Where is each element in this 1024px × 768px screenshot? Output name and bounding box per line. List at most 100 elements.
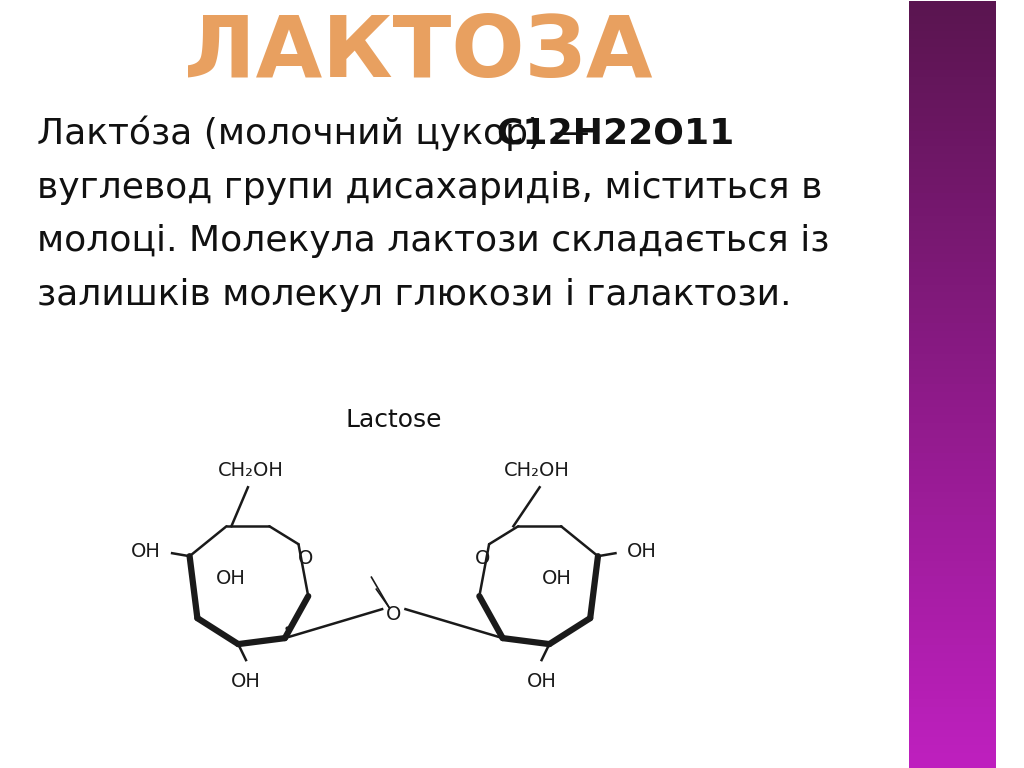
Bar [909,185,995,193]
Bar [909,545,995,553]
Bar [909,676,995,684]
Bar [909,139,995,147]
Bar [909,607,995,614]
Bar [909,55,995,62]
Bar [909,239,995,247]
Text: OH: OH [130,541,161,561]
Bar [909,730,995,737]
Bar [909,760,995,768]
Text: вуглевод групи дисахаридів, міститься в: вуглевод групи дисахаридів, міститься в [37,170,822,204]
Bar [909,353,995,361]
Bar [909,316,995,323]
Bar [909,31,995,39]
Bar [909,538,995,545]
Bar [909,300,995,308]
Bar [909,745,995,753]
Bar [909,622,995,630]
Bar [909,468,995,476]
Bar [909,691,995,699]
Bar [909,660,995,668]
Bar [909,361,995,369]
Text: O: O [474,548,489,568]
Bar [909,346,995,353]
Text: OH: OH [542,568,572,588]
Bar [909,407,995,415]
Bar [909,154,995,162]
Bar [909,499,995,507]
Bar [909,293,995,300]
Bar [909,645,995,653]
Bar [909,124,995,131]
Bar [909,162,995,170]
Bar [909,484,995,492]
Bar [909,177,995,185]
Text: OH: OH [526,672,556,691]
Bar [909,561,995,568]
Bar [909,70,995,78]
Bar [909,78,995,85]
Text: OH: OH [231,672,261,691]
Bar [909,170,995,177]
Bar [909,1,995,8]
Bar [909,476,995,484]
Text: Lactose: Lactose [345,409,442,432]
Bar [909,47,995,55]
Bar [909,591,995,599]
Bar [909,116,995,124]
Bar [909,614,995,622]
Text: молоці. Молекула лактози складається із: молоці. Молекула лактози складається із [37,224,829,259]
Bar [909,530,995,538]
Text: O: O [386,604,401,624]
Bar [909,369,995,376]
Bar [909,131,995,139]
Bar [909,270,995,277]
Bar [909,85,995,93]
Bar [909,415,995,422]
Bar [909,399,995,407]
Text: залишків молекул глюкози і галактози.: залишків молекул глюкози і галактози. [37,279,792,313]
Bar [909,699,995,707]
Bar [909,308,995,316]
Bar [909,223,995,231]
Bar [909,376,995,384]
Bar [909,430,995,438]
Bar [909,216,995,223]
Text: OH: OH [215,568,246,588]
Bar [909,599,995,607]
Bar [909,576,995,584]
Bar [909,147,995,154]
Bar [909,8,995,16]
Bar [909,445,995,453]
Bar [909,323,995,331]
Text: Лакто́за (молочний цукор) —: Лакто́за (молочний цукор) — [37,116,601,151]
Bar [909,16,995,24]
Bar [909,193,995,200]
Bar [909,722,995,730]
Bar [909,653,995,660]
Bar [909,630,995,637]
Bar [909,492,995,499]
Text: OH: OH [627,541,657,561]
Bar [909,208,995,216]
Bar [909,507,995,515]
Bar [909,101,995,108]
Bar [909,200,995,208]
Bar [909,584,995,591]
Bar [909,453,995,461]
Bar [909,461,995,468]
Bar [909,438,995,445]
Bar [909,515,995,522]
Bar [909,684,995,691]
Text: CH₂OH: CH₂OH [504,462,569,480]
Bar [909,707,995,714]
Bar [909,753,995,760]
Bar [909,93,995,101]
Bar [909,714,995,722]
Bar [909,339,995,346]
Bar [909,285,995,293]
Bar [909,392,995,399]
Bar [909,247,995,254]
Bar [909,62,995,70]
Bar [909,39,995,47]
Text: O: O [298,548,313,568]
